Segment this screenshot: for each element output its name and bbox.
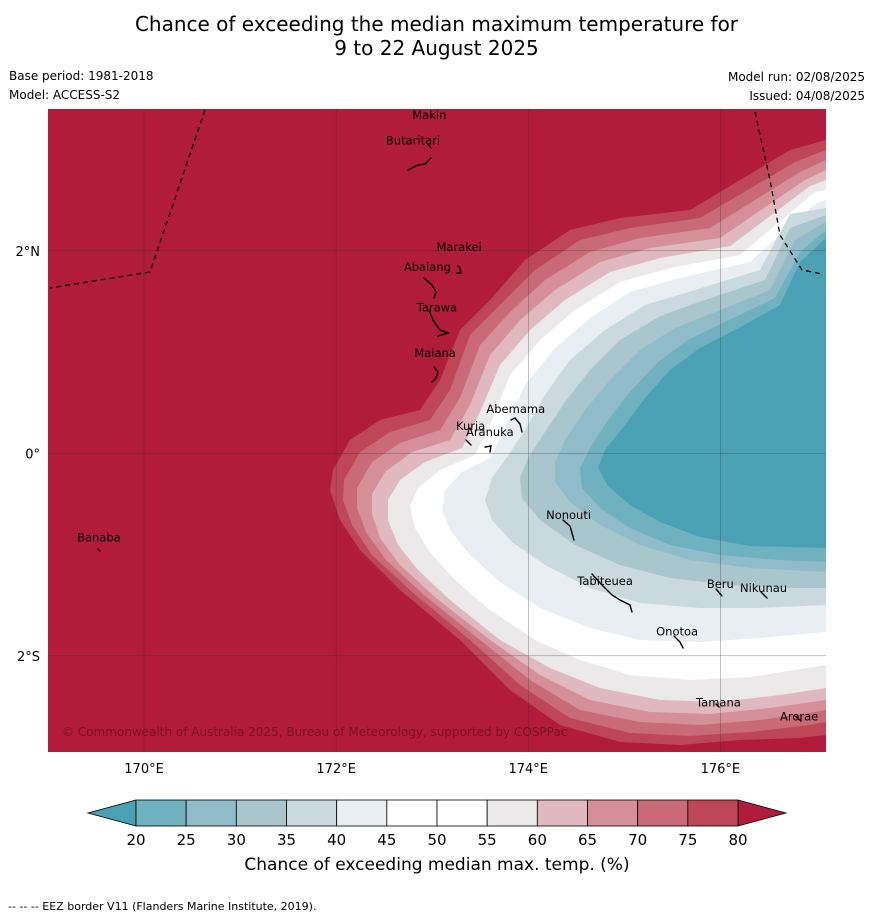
chart-title: Chance of exceeding the median maximum t… bbox=[0, 12, 873, 60]
place-label-beru: Beru bbox=[707, 577, 734, 591]
place-label-tamana: Tamana bbox=[695, 695, 741, 709]
legend-swatch-6 bbox=[436, 799, 488, 827]
eez-footnote: -- -- -- EEZ border V11 (Flanders Marine… bbox=[8, 900, 317, 913]
legend-swatch-3 bbox=[286, 799, 338, 827]
lat-tick-label-2: 2°S bbox=[17, 650, 40, 665]
title-line-1: Chance of exceeding the median maximum t… bbox=[134, 12, 739, 36]
legend-swatch-10 bbox=[637, 799, 689, 827]
legend-swatch-11 bbox=[687, 799, 739, 827]
island-marakei-shape bbox=[456, 265, 462, 274]
island-maiana-shape bbox=[431, 366, 439, 383]
probability-field bbox=[48, 109, 826, 752]
legend-label: Chance of exceeding median max. temp. (%… bbox=[244, 855, 629, 875]
legend-swatch-5 bbox=[386, 799, 438, 827]
place-label-abaiang: Abaiang bbox=[404, 260, 451, 274]
islands bbox=[97, 143, 802, 722]
model-run: Model run: 02/08/2025 bbox=[727, 70, 865, 84]
lon-tick-label-3: 176°E bbox=[701, 762, 741, 777]
island-aranuka-shape bbox=[484, 445, 492, 453]
island-tabiteuea-shape bbox=[591, 573, 633, 613]
place-label-maiana: Maiana bbox=[414, 346, 456, 360]
legend-level-30: 30 bbox=[227, 831, 246, 849]
legend-level-35: 35 bbox=[277, 831, 296, 849]
legend-level-55: 55 bbox=[478, 831, 497, 849]
eez-line-west bbox=[49, 109, 206, 289]
legend-swatch-4 bbox=[336, 799, 388, 827]
model-name: Model: ACCESS-S2 bbox=[9, 88, 121, 102]
legend-level-50: 50 bbox=[427, 831, 446, 849]
legend-extend-above bbox=[737, 799, 788, 827]
legend-level-25: 25 bbox=[177, 831, 196, 849]
place-label-tarawa: Tarawa bbox=[416, 301, 457, 315]
island-abemama-shape bbox=[510, 417, 523, 433]
axis-labels: 170°E 172°E 174°E 176°E 2°N 0° 2°S bbox=[16, 245, 741, 777]
legend-level-60: 60 bbox=[528, 831, 547, 849]
legend-swatch-7 bbox=[486, 799, 538, 827]
legend-swatch-2 bbox=[235, 799, 287, 827]
place-label-banaba: Banaba bbox=[77, 530, 121, 544]
lat-tick-label-1: 0° bbox=[25, 447, 40, 462]
gridlines bbox=[48, 109, 826, 752]
colorbar-legend: Chance of exceeding median max. temp. (%… bbox=[86, 799, 788, 875]
band-below-20 bbox=[598, 238, 826, 548]
copyright-notice: © Commonwealth of Australia 2025, Bureau… bbox=[62, 725, 567, 739]
legend-extend-below bbox=[86, 799, 137, 827]
island-makin-shape bbox=[427, 143, 432, 149]
place-label-tabiteuea: Tabiteuea bbox=[576, 574, 633, 588]
eez-border bbox=[49, 109, 823, 289]
place-label-butaritari: Butaritari bbox=[386, 133, 440, 147]
legend-swatch-9 bbox=[587, 799, 639, 827]
island-beru-shape bbox=[715, 588, 723, 597]
legend-level-45: 45 bbox=[377, 831, 396, 849]
legend-swatch-8 bbox=[536, 799, 588, 827]
title-line-2: 9 to 22 August 2025 bbox=[334, 36, 539, 60]
legend-level-70: 70 bbox=[628, 831, 647, 849]
legend-swatch-1 bbox=[185, 799, 237, 827]
legend-level-20: 20 bbox=[126, 831, 145, 849]
lat-tick-label-0: 2°N bbox=[16, 245, 41, 260]
place-label-onotoa: Onotoa bbox=[656, 625, 698, 639]
island-nonouti-shape bbox=[562, 519, 575, 541]
place-label-marakei: Marakei bbox=[436, 240, 481, 254]
issued-date: Issued: 04/08/2025 bbox=[749, 89, 865, 103]
legend-level-65: 65 bbox=[578, 831, 597, 849]
place-label-makin: Makin bbox=[412, 108, 446, 122]
island-tarawa-shape bbox=[428, 309, 451, 337]
place-label-aranuka: Aranuka bbox=[466, 425, 514, 439]
island-onotoa-shape bbox=[673, 635, 684, 649]
lon-tick-label-2: 174°E bbox=[508, 762, 548, 777]
place-labels: Makin Butaritari Marakei Abaiang Tarawa Maian… bbox=[77, 108, 818, 723]
island-butaritari-shape bbox=[407, 157, 432, 171]
lon-tick-label-0: 170°E bbox=[124, 762, 164, 777]
base-period: Base period: 1981-2018 bbox=[9, 69, 154, 83]
eez-line-east bbox=[754, 111, 823, 275]
legend-level-75: 75 bbox=[678, 831, 697, 849]
island-abaiang-shape bbox=[423, 277, 437, 299]
island-kuria-shape bbox=[465, 439, 472, 446]
place-label-arorae: Arorae bbox=[780, 710, 818, 724]
place-label-nikunau: Nikunau bbox=[740, 581, 787, 595]
island-banaba-shape bbox=[97, 548, 101, 552]
island-tamana-shape bbox=[715, 703, 720, 708]
island-nikunau-shape bbox=[760, 591, 768, 599]
legend-level-40: 40 bbox=[327, 831, 346, 849]
place-label-nonouti: Nonouti bbox=[546, 508, 591, 522]
lon-tick-label-1: 172°E bbox=[316, 762, 356, 777]
place-label-abemama: Abemama bbox=[486, 402, 545, 416]
place-label-kuria: Kuria bbox=[456, 419, 485, 433]
legend-swatch-0 bbox=[135, 799, 187, 827]
legend-level-80: 80 bbox=[728, 831, 747, 849]
island-arorae-shape bbox=[794, 715, 802, 722]
